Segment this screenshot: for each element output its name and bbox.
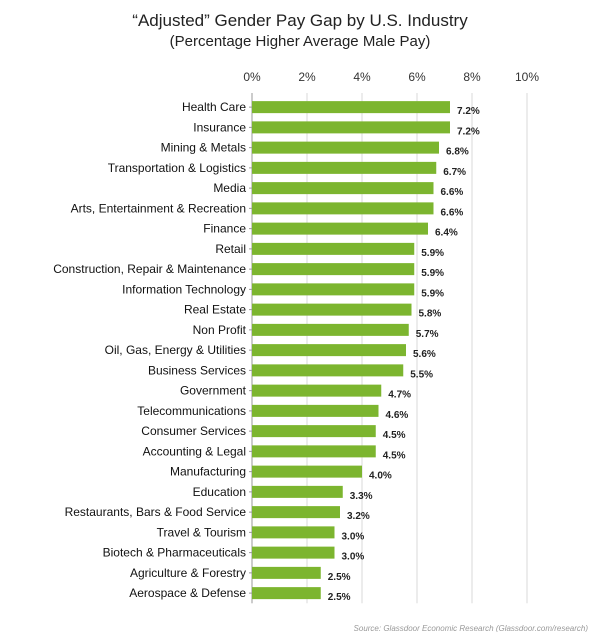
category-label: Insurance bbox=[193, 120, 246, 134]
x-tick-label: 2% bbox=[298, 70, 316, 84]
category-label: Consumer Services bbox=[141, 424, 246, 438]
bar bbox=[252, 465, 362, 478]
bar bbox=[252, 303, 412, 316]
bar bbox=[252, 384, 382, 397]
category-label: Health Care bbox=[182, 100, 246, 114]
x-tick-label: 4% bbox=[353, 70, 371, 84]
data-label: 3.2% bbox=[347, 511, 370, 522]
bar bbox=[252, 506, 340, 519]
category-label: Agriculture & Forestry bbox=[130, 566, 246, 580]
category-label: Oil, Gas, Energy & Utilities bbox=[105, 343, 246, 357]
category-label: Biotech & Pharmaceuticals bbox=[103, 546, 246, 560]
bar bbox=[252, 323, 409, 336]
data-label: 6.6% bbox=[441, 187, 464, 198]
data-label: 6.7% bbox=[443, 167, 466, 178]
category-label: Transportation & Logistics bbox=[108, 161, 246, 175]
x-tick-label: 6% bbox=[408, 70, 426, 84]
data-label: 5.9% bbox=[421, 288, 444, 299]
category-label: Real Estate bbox=[184, 303, 246, 317]
data-label: 4.5% bbox=[383, 430, 406, 441]
bar bbox=[252, 526, 335, 539]
data-label: 3.3% bbox=[350, 491, 373, 502]
category-label: Telecommunications bbox=[137, 404, 246, 418]
category-label: Aerospace & Defense bbox=[129, 586, 246, 600]
category-label: Accounting & Legal bbox=[143, 444, 246, 458]
data-label: 7.2% bbox=[457, 106, 480, 117]
bar bbox=[252, 263, 415, 276]
category-label: Information Technology bbox=[122, 282, 246, 296]
category-label: Business Services bbox=[148, 363, 246, 377]
category-label: Arts, Entertainment & Recreation bbox=[71, 201, 246, 215]
bar bbox=[252, 182, 434, 195]
bar bbox=[252, 566, 321, 579]
bar bbox=[252, 546, 335, 559]
category-label: Non Profit bbox=[193, 323, 247, 337]
category-label: Government bbox=[180, 384, 247, 398]
category-label: Restaurants, Bars & Food Service bbox=[65, 505, 247, 519]
x-tick-label: 10% bbox=[515, 70, 539, 84]
bar bbox=[252, 587, 321, 600]
category-label: Retail bbox=[215, 242, 246, 256]
bar bbox=[252, 404, 379, 417]
data-label: 5.5% bbox=[410, 369, 433, 380]
data-label: 7.2% bbox=[457, 126, 480, 137]
data-label: 2.5% bbox=[328, 592, 351, 603]
data-label: 4.7% bbox=[388, 390, 411, 401]
data-label: 4.6% bbox=[386, 410, 409, 421]
data-label: 3.0% bbox=[342, 531, 365, 542]
data-label: 6.4% bbox=[435, 228, 458, 239]
category-label: Education bbox=[193, 485, 246, 499]
chart-subtitle: (Percentage Higher Average Male Pay) bbox=[169, 33, 431, 50]
bar bbox=[252, 222, 428, 235]
data-label: 5.9% bbox=[421, 268, 444, 279]
bar bbox=[252, 283, 415, 296]
data-label: 5.8% bbox=[419, 309, 442, 320]
category-label: Media bbox=[213, 181, 246, 195]
bar bbox=[252, 445, 376, 458]
category-label: Finance bbox=[203, 222, 246, 236]
data-label: 4.5% bbox=[383, 450, 406, 461]
data-label: 5.7% bbox=[416, 329, 439, 340]
source-note: Source: Glassdoor Economic Research (Gla… bbox=[353, 624, 588, 632]
bar bbox=[252, 364, 404, 377]
data-label: 5.6% bbox=[413, 349, 436, 360]
category-label: Manufacturing bbox=[170, 465, 246, 479]
bar bbox=[252, 485, 343, 498]
x-tick-label: 8% bbox=[463, 70, 481, 84]
category-label: Construction, Repair & Maintenance bbox=[53, 262, 246, 276]
bar bbox=[252, 344, 406, 357]
bar bbox=[252, 425, 376, 438]
data-label: 2.5% bbox=[328, 572, 351, 583]
bar bbox=[252, 121, 450, 134]
chart-title-block: “Adjusted” Gender Pay Gap by U.S. Indust… bbox=[0, 10, 600, 52]
category-label: Travel & Tourism bbox=[157, 525, 246, 539]
data-label: 3.0% bbox=[342, 552, 365, 563]
bar bbox=[252, 202, 434, 215]
data-label: 6.6% bbox=[441, 207, 464, 218]
x-tick-label: 0% bbox=[243, 70, 261, 84]
bar bbox=[252, 101, 450, 114]
bar bbox=[252, 141, 439, 154]
data-label: 5.9% bbox=[421, 248, 444, 259]
category-label: Mining & Metals bbox=[161, 141, 246, 155]
data-label: 4.0% bbox=[369, 471, 392, 482]
data-label: 6.8% bbox=[446, 147, 469, 158]
bar bbox=[252, 242, 415, 255]
bar bbox=[252, 161, 437, 174]
chart-title: “Adjusted” Gender Pay Gap by U.S. Indust… bbox=[132, 11, 468, 30]
